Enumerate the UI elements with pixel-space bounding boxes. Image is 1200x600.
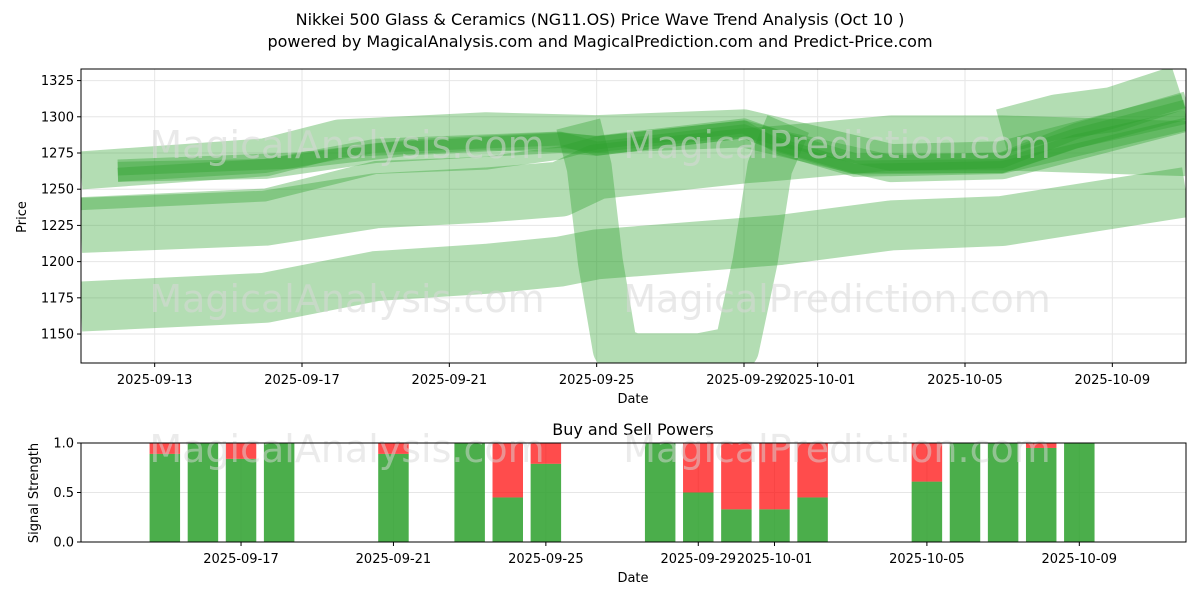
buy-bar	[911, 481, 943, 542]
price-x-tick-label: 2025-10-01	[780, 373, 856, 388]
chart-title: Nikkei 500 Glass & Ceramics (NG11.OS) Pr…	[295, 10, 905, 29]
price-y-tick-label: 1325	[41, 74, 74, 89]
buy-bar	[797, 497, 828, 542]
sell-bar	[225, 443, 257, 459]
price-wave-band	[556, 115, 809, 363]
price-wave-band	[81, 115, 1186, 253]
buy-bar	[149, 453, 181, 542]
price-x-tick-label: 2025-10-05	[927, 373, 1003, 388]
powers-x-tick-label: 2025-09-25	[508, 552, 584, 567]
powers-x-ticks: 2025-09-17 2025-09-21 2025-09-25 2025-09-29…	[203, 542, 1117, 567]
powers-title: Buy and Sell Powers	[552, 420, 714, 439]
price-x-tick-label: 2025-09-25	[559, 373, 635, 388]
watermark-left: MagicalAnalysis.com	[149, 123, 544, 167]
price-x-label: Date	[617, 392, 648, 407]
powers-y-ticks: 0.0 0.5 1.0	[53, 437, 81, 551]
sell-bar	[683, 443, 714, 493]
sell-bar	[911, 443, 943, 482]
price-watermarks: MagicalAnalysis.com MagicalPrediction.co…	[149, 123, 1050, 321]
price-wave-bands	[81, 69, 1186, 363]
buy-bar	[987, 443, 1019, 542]
price-x-tick-label: 2025-09-29	[706, 373, 782, 388]
powers-x-tick-label: 2025-10-05	[889, 552, 965, 567]
buy-bar	[263, 443, 295, 542]
sell-bar	[759, 443, 790, 510]
buy-bar	[530, 463, 562, 542]
powers-y-tick-label: 1.0	[53, 437, 74, 452]
powers-x-label: Date	[617, 571, 648, 586]
buy-bar	[225, 458, 257, 542]
price-y-tick-label: 1175	[41, 291, 74, 306]
powers-bars	[149, 443, 1095, 542]
price-grid	[81, 69, 1186, 363]
sell-bar	[149, 443, 181, 454]
buy-bar	[949, 443, 981, 542]
powers-y-tick-label: 0.5	[53, 486, 74, 501]
buy-bar	[378, 453, 409, 542]
buy-bar	[187, 443, 219, 542]
powers-x-tick-label: 2025-09-29	[660, 552, 736, 567]
sell-bar	[721, 443, 752, 510]
watermark-right: MagicalPrediction.com	[623, 123, 1051, 167]
price-wave-band	[117, 109, 1186, 182]
price-x-tick-label: 2025-10-09	[1075, 373, 1151, 388]
buy-bar	[492, 497, 523, 542]
price-y-tick-label: 1150	[41, 328, 74, 343]
powers-x-tick-label: 2025-09-17	[203, 552, 279, 567]
price-y-tick-label: 1300	[41, 110, 74, 125]
buy-bar	[759, 509, 790, 542]
price-wave-band	[117, 91, 1186, 176]
buy-bar	[454, 443, 485, 542]
price-y-tick-label: 1225	[41, 219, 74, 234]
buy-bar	[683, 492, 714, 542]
price-y-label: Price	[15, 201, 30, 233]
powers-y-label: Signal Strength	[27, 443, 42, 543]
buy-bar	[644, 443, 676, 542]
watermark-right-small: MagicalPrediction.com	[623, 427, 1051, 471]
price-wave-band	[117, 99, 1186, 182]
powers-x-tick-label: 2025-10-09	[1042, 552, 1118, 567]
sell-bar	[797, 443, 828, 498]
price-wave-band	[996, 69, 1186, 154]
price-wave-band	[81, 94, 1186, 190]
buy-bar	[1064, 443, 1095, 542]
watermark-left-small: MagicalAnalysis.com	[149, 427, 544, 471]
chart-subtitle: powered by MagicalAnalysis.com and Magic…	[267, 32, 933, 51]
price-y-ticks: 1150 1175 1200 1225 1250 1275 1300 1325	[41, 74, 81, 343]
sell-bar	[492, 443, 523, 498]
price-x-tick-label: 2025-09-13	[117, 373, 193, 388]
powers-y-tick-label: 0.0	[53, 536, 74, 551]
price-axes-frame	[80, 68, 1187, 364]
price-wave-band	[81, 117, 1186, 211]
sell-bar	[378, 443, 409, 454]
powers-x-tick-label: 2025-10-01	[737, 552, 813, 567]
buy-bar	[721, 509, 752, 542]
sell-bar	[1025, 443, 1057, 448]
powers-x-tick-label: 2025-09-21	[356, 552, 432, 567]
watermark-right-lower: MagicalPrediction.com	[623, 277, 1051, 321]
powers-watermarks: MagicalAnalysis.com MagicalPrediction.co…	[149, 427, 1050, 471]
price-x-tick-label: 2025-09-21	[412, 373, 488, 388]
watermark-left-lower: MagicalAnalysis.com	[149, 277, 544, 321]
price-y-tick-label: 1250	[41, 183, 74, 198]
price-y-tick-label: 1200	[41, 255, 74, 270]
price-x-tick-label: 2025-09-17	[264, 373, 340, 388]
buy-bar	[1025, 447, 1057, 542]
price-x-ticks: 2025-09-13 2025-09-17 2025-09-21 2025-09-25…	[117, 363, 1150, 388]
price-y-tick-label: 1275	[41, 147, 74, 162]
price-wave-band	[81, 167, 1186, 332]
sell-bar	[530, 443, 562, 464]
